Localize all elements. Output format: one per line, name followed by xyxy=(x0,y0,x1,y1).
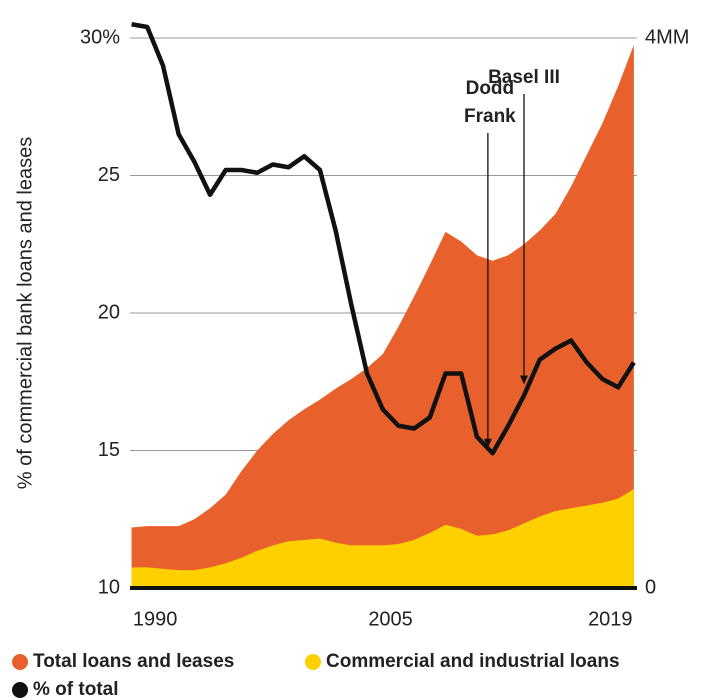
legend-label: % of total xyxy=(33,679,119,700)
legend-swatch xyxy=(12,682,28,698)
legend-swatch xyxy=(12,654,28,670)
x-tick-label: 1990 xyxy=(133,608,178,630)
area xyxy=(131,489,634,588)
arrow-head xyxy=(483,438,492,448)
y-tick-label: 15 xyxy=(98,439,120,461)
y2-tick-label: 0 xyxy=(645,576,656,598)
annotation: Dodd xyxy=(466,78,515,99)
legend-swatch xyxy=(305,654,321,670)
y-tick-label: 30% xyxy=(80,26,120,48)
area xyxy=(131,44,634,588)
x-tick-label: 2005 xyxy=(368,608,413,630)
y2-tick-label: 4MM xyxy=(645,26,689,48)
y-tick-label: 25 xyxy=(98,164,120,186)
annotation: Frank xyxy=(464,106,516,127)
y-tick-label: 20 xyxy=(98,301,120,323)
line xyxy=(131,22,636,456)
legend-label: Total loans and leases xyxy=(33,651,234,672)
y-axis-label: % of commercial bank loans and leases xyxy=(14,137,36,489)
arrow-head xyxy=(519,375,528,385)
x-tick-label: 2019 xyxy=(588,608,633,630)
y-tick-label: 10 xyxy=(98,576,120,598)
legend-label: Commercial and industrial loans xyxy=(326,651,620,672)
annotation: Basel III xyxy=(488,67,560,88)
